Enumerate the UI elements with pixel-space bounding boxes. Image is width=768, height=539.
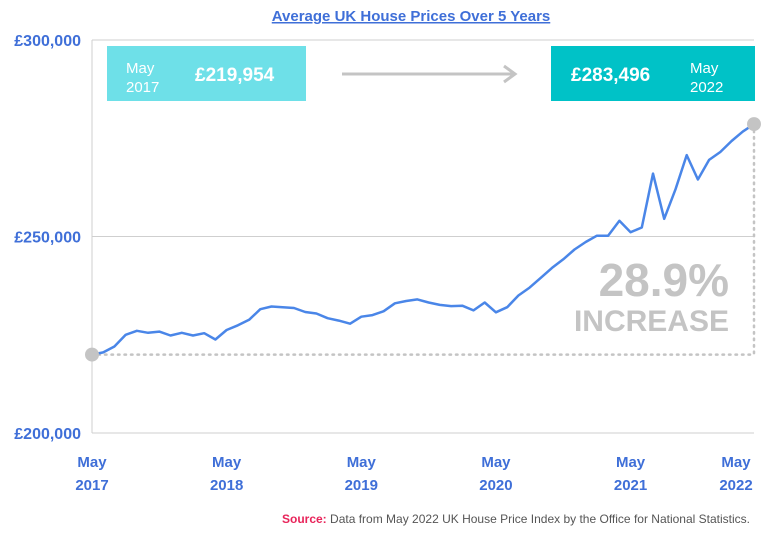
end-box-month: May [690, 60, 719, 77]
arrow-right-icon [342, 64, 518, 84]
x-tick-year: 2021 [614, 477, 647, 494]
x-tick-year: 2017 [75, 477, 108, 494]
x-axis-ticks: May 2017 May 2018 May 2019 May 2020 May 2021 May 20… [75, 454, 752, 494]
x-tick-month: May [77, 454, 107, 471]
x-tick-month: May [481, 454, 511, 471]
x-tick-year: 2020 [479, 477, 512, 494]
x-tick-month: May [347, 454, 377, 471]
y-axis-ticks: £300,000 £250,000 £200,000 [14, 33, 81, 443]
increase-percent: 28.9% [599, 254, 729, 306]
start-point-marker [85, 347, 99, 362]
y-tick-label: £200,000 [14, 426, 81, 443]
x-tick-year: 2019 [345, 477, 378, 494]
x-tick-year: 2018 [210, 477, 243, 494]
x-tick-year: 2022 [719, 477, 752, 494]
end-price-box [551, 46, 755, 101]
x-tick-month: May [721, 454, 751, 471]
start-box-month: May [126, 60, 155, 77]
source-note: Source: Data from May 2022 UK House Pric… [282, 512, 750, 526]
x-tick-month: May [212, 454, 242, 471]
increase-label: INCREASE [574, 305, 729, 338]
gridlines [91, 39, 754, 434]
start-box-value: £219,954 [195, 65, 275, 86]
end-point-marker [747, 117, 761, 132]
x-tick-month: May [616, 454, 646, 471]
end-box-value: £283,496 [571, 65, 650, 86]
chart-title: Average UK House Prices Over 5 Years [272, 8, 551, 25]
end-box-year: 2022 [690, 79, 723, 96]
price-series-line [91, 123, 755, 356]
source-text: Data from May 2022 UK House Price Index … [327, 512, 750, 526]
y-tick-label: £250,000 [14, 230, 81, 247]
start-box-year: 2017 [126, 79, 159, 96]
y-tick-label: £300,000 [14, 33, 81, 50]
start-price-box [107, 46, 306, 101]
source-label: Source: [282, 512, 327, 526]
